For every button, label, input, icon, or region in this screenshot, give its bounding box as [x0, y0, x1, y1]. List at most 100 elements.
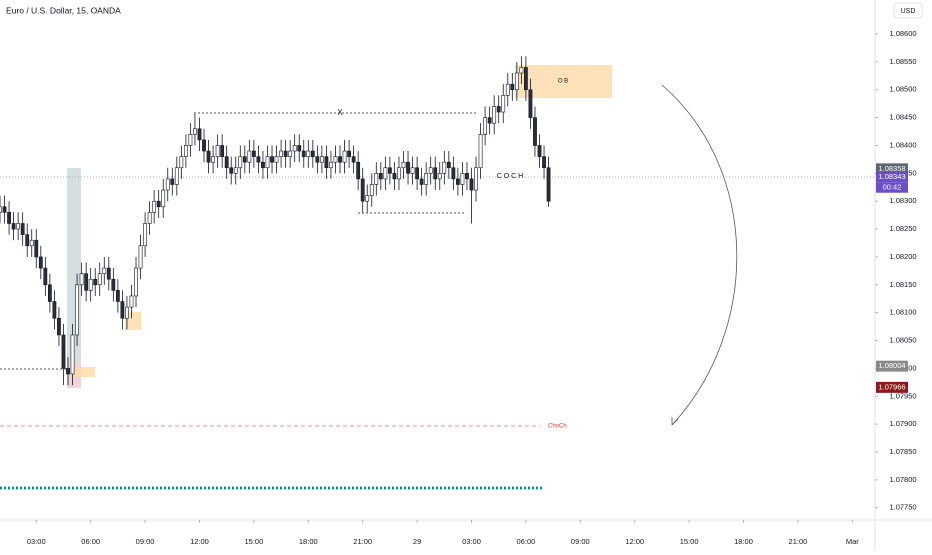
price-tag-label: 1.08343 — [878, 172, 905, 181]
candle-body — [102, 267, 107, 274]
candle-body — [2, 206, 7, 213]
candle-body — [29, 239, 34, 247]
x-tick-label: 21:00 — [353, 537, 372, 546]
candle-body — [392, 173, 397, 180]
candle-body — [38, 256, 43, 269]
candle-body — [492, 106, 497, 124]
price-tag-label: 1.07966 — [878, 382, 905, 391]
candle-body — [478, 134, 483, 169]
candle-body — [442, 161, 447, 174]
annotation: C O C H — [497, 173, 523, 180]
candle-body — [20, 223, 25, 235]
x-tick-label: 18:00 — [299, 537, 318, 546]
candle-body — [324, 156, 329, 169]
candle-body — [433, 167, 438, 180]
x-tick-label: 29 — [413, 537, 421, 546]
candle-body — [220, 145, 225, 157]
candle-body — [84, 273, 89, 291]
y-tick-label: 1.07850 — [889, 447, 916, 456]
candle-body — [97, 273, 102, 286]
candle-body — [57, 317, 61, 336]
y-tick-label: 1.08100 — [889, 308, 916, 317]
candle-body — [401, 161, 406, 169]
candle-body — [533, 117, 537, 146]
currency-label: USD — [901, 8, 916, 15]
y-tick-label: 1.08400 — [889, 140, 916, 149]
x-tick-label: 15:00 — [680, 537, 699, 546]
candle-body — [147, 212, 152, 224]
candle-body — [7, 212, 11, 224]
candle-body — [437, 173, 442, 180]
candle-body — [338, 156, 342, 163]
candle-body — [120, 301, 125, 319]
candle-body — [251, 150, 256, 157]
currency-button[interactable] — [893, 2, 923, 19]
candle-body — [428, 167, 433, 174]
projection-arc — [661, 84, 738, 426]
candle-body — [301, 150, 306, 157]
candle-body — [224, 156, 229, 169]
y-tick-label: 1.08250 — [889, 224, 916, 233]
y-tick-label: 1.08500 — [889, 85, 916, 94]
arrow-head — [671, 417, 679, 426]
candle-body — [274, 156, 279, 163]
y-tick-label: 1.07800 — [889, 475, 916, 484]
candle-body — [93, 278, 98, 286]
y-tick-label: 1.07900 — [889, 419, 916, 428]
candle-body — [170, 178, 175, 185]
candle-body — [11, 223, 16, 230]
candle-body — [52, 301, 57, 319]
candle-body — [79, 273, 84, 286]
candle-body — [528, 89, 533, 118]
candle-body — [415, 167, 419, 180]
candle-body — [360, 178, 365, 202]
candle-body — [61, 334, 66, 369]
candle-body — [229, 167, 234, 174]
candle-body — [125, 306, 129, 319]
candle-body — [174, 167, 179, 185]
candle-body — [66, 368, 70, 375]
candle-body — [519, 67, 524, 74]
candle-body — [501, 95, 506, 113]
price-tag — [876, 171, 908, 183]
candle-body — [315, 156, 320, 163]
x-tick-label: 12:00 — [625, 537, 644, 546]
candle-body — [256, 156, 261, 163]
candle-body — [510, 83, 515, 91]
x-tick-label: 03:00 — [27, 537, 46, 546]
candle-body — [34, 239, 39, 258]
candle-body — [487, 117, 492, 124]
candle-body — [419, 178, 424, 185]
x-tick-label: 03:00 — [462, 537, 481, 546]
x-tick-label: 06:00 — [517, 537, 536, 546]
candle-body — [446, 161, 451, 169]
candle-body — [460, 173, 465, 185]
candle-body — [111, 278, 116, 291]
candle-body — [369, 184, 374, 196]
candle-body — [70, 334, 75, 375]
candle-body — [451, 167, 456, 180]
candle-body — [456, 178, 460, 185]
candle-body — [356, 161, 361, 180]
candle-body — [310, 150, 315, 157]
candle-body — [211, 156, 215, 163]
countdown-label: 00:42 — [883, 183, 902, 192]
candle-body — [115, 290, 120, 302]
candle-body — [106, 267, 111, 280]
y-tick-label: 1.08450 — [889, 113, 916, 122]
candle-body — [183, 145, 188, 157]
x-tick-label: Mar — [846, 537, 859, 546]
candle-body — [483, 117, 488, 135]
candle-body — [342, 150, 347, 163]
candle-body — [365, 195, 370, 202]
candle-body — [188, 134, 193, 146]
candle-body — [329, 161, 333, 169]
x-tick-label: 12:00 — [190, 537, 209, 546]
candle-body — [542, 156, 546, 169]
y-tick-label: 1.08050 — [889, 336, 916, 345]
y-tick-label: 1.08150 — [889, 280, 916, 289]
price-tag — [876, 163, 908, 175]
y-tick-label: 1.07950 — [889, 391, 916, 400]
candle-body — [129, 295, 134, 308]
candle-body — [215, 145, 220, 157]
